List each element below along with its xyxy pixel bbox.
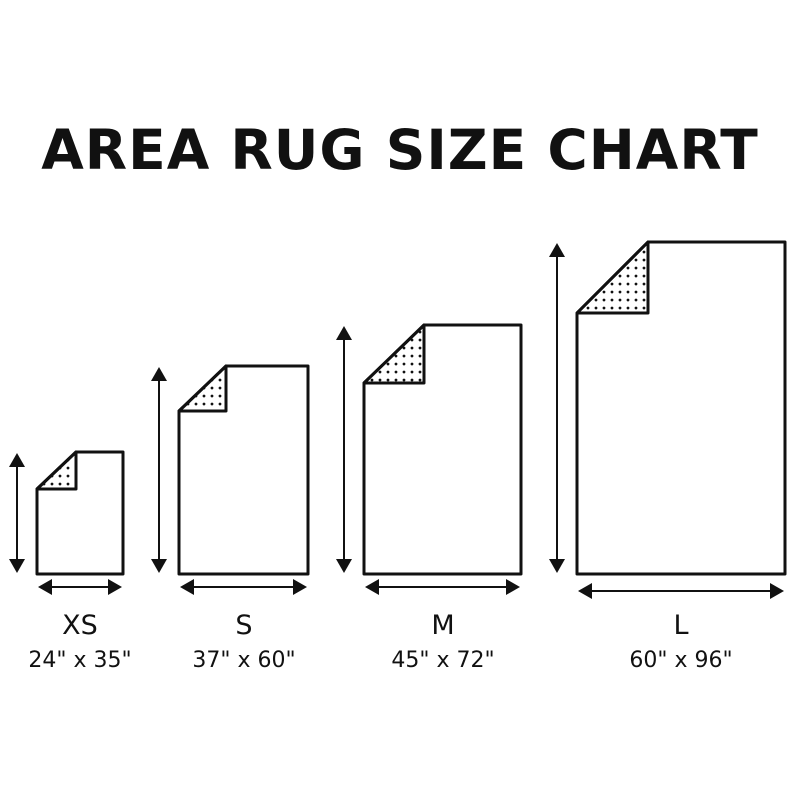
dimensions-l: 60" x 96" xyxy=(629,648,733,673)
dimensions-m: 45" x 72" xyxy=(391,648,495,673)
rug-s xyxy=(151,364,310,595)
folded-corner-icon xyxy=(362,323,426,385)
folded-corner-icon xyxy=(35,450,78,491)
size-label-s: S xyxy=(235,610,253,641)
size-label-m: M xyxy=(431,610,455,641)
rug-m xyxy=(336,323,523,595)
folded-corner-icon xyxy=(177,364,228,413)
dimensions-s: 37" x 60" xyxy=(192,648,296,673)
folded-corner-icon xyxy=(575,240,650,315)
rug-xs xyxy=(9,450,125,595)
rug-l xyxy=(549,240,787,599)
size-label-xs: XS xyxy=(62,610,98,641)
page-title: AREA RUG SIZE CHART xyxy=(41,118,759,182)
size-label-l: L xyxy=(673,610,689,641)
dimensions-xs: 24" x 35" xyxy=(28,648,132,673)
